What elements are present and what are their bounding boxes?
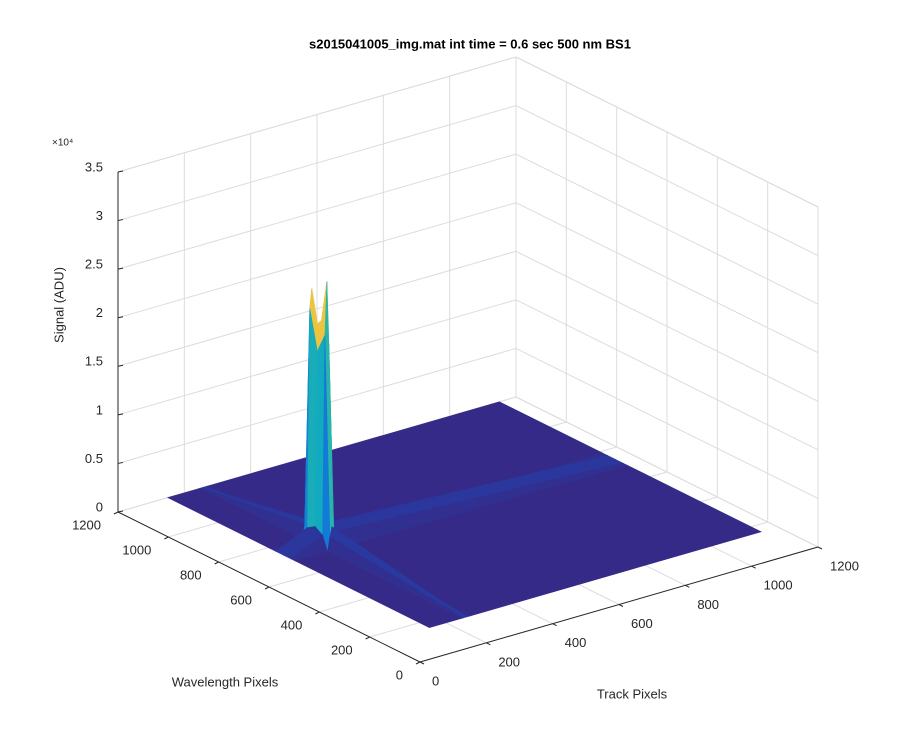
grid-line — [515, 347, 819, 499]
y-tick-label: 1200 — [72, 517, 101, 532]
z-tick-label: 3.5 — [85, 159, 103, 174]
z-tick-label: 1 — [96, 402, 103, 417]
y-axis-label: Wavelength Pixels — [172, 674, 279, 689]
x-tick — [552, 623, 557, 627]
y-tick — [164, 536, 169, 540]
grid-line — [515, 396, 819, 548]
y-tick — [214, 561, 219, 565]
x-tick-label: 600 — [631, 616, 653, 631]
grid-line — [515, 105, 819, 257]
y-tick — [315, 611, 320, 615]
z-tick-label: 3 — [96, 208, 103, 223]
z-tick — [117, 170, 124, 173]
grid-line — [117, 105, 517, 222]
grid-line — [515, 56, 819, 208]
grid-line — [117, 250, 517, 367]
grid-line — [117, 56, 517, 173]
grid-line — [515, 250, 819, 402]
z-tick — [117, 267, 124, 270]
grid-line — [117, 202, 517, 319]
y-tick — [365, 636, 370, 640]
x-tick — [751, 565, 756, 569]
x-tick-label: 1000 — [764, 578, 793, 593]
x-tick-label: 0 — [432, 673, 439, 688]
x-axis-label: Track Pixels — [597, 686, 668, 701]
y-tick — [264, 586, 270, 590]
z-exponent: ×10⁴ — [52, 138, 73, 149]
y-tick-label: 600 — [230, 592, 252, 607]
z-tick — [117, 364, 124, 367]
z-tick — [117, 461, 124, 464]
z-tick — [117, 219, 124, 222]
x-tick-label: 1200 — [830, 558, 859, 573]
z-axis-label: Signal (ADU) — [51, 267, 66, 343]
grid-line — [515, 153, 819, 305]
x-tick — [486, 642, 491, 646]
x-tick — [685, 584, 690, 588]
chart-title: s2015041005_img.mat int time = 0.6 sec 5… — [309, 36, 631, 51]
x-tick — [419, 661, 425, 665]
surface-patch — [295, 551, 462, 628]
z-tick-label: 2 — [96, 305, 103, 320]
z-tick-label: 0 — [96, 499, 103, 514]
x-tick-label: 800 — [697, 597, 719, 612]
grid-line — [515, 299, 819, 451]
y-tick-label: 0 — [396, 667, 403, 682]
y-tick — [113, 511, 119, 515]
y-tick-label: 200 — [331, 642, 353, 657]
z-tick-label: 1.5 — [85, 354, 103, 369]
z-tick — [117, 510, 124, 513]
grid-line — [117, 153, 517, 270]
y-tick-label: 800 — [180, 567, 202, 582]
x-tick-label: 400 — [565, 635, 587, 650]
z-tick-label: 0.5 — [85, 451, 103, 466]
y-tick — [415, 661, 421, 665]
x-tick-label: 200 — [498, 654, 520, 669]
y-tick-label: 400 — [281, 617, 303, 632]
z-tick — [117, 413, 124, 416]
y-tick-label: 1000 — [122, 542, 151, 557]
x-tick — [817, 546, 823, 550]
x-tick — [618, 604, 624, 607]
z-tick — [117, 316, 124, 319]
grid-line — [515, 202, 819, 354]
z-tick-label: 2.5 — [85, 257, 103, 272]
